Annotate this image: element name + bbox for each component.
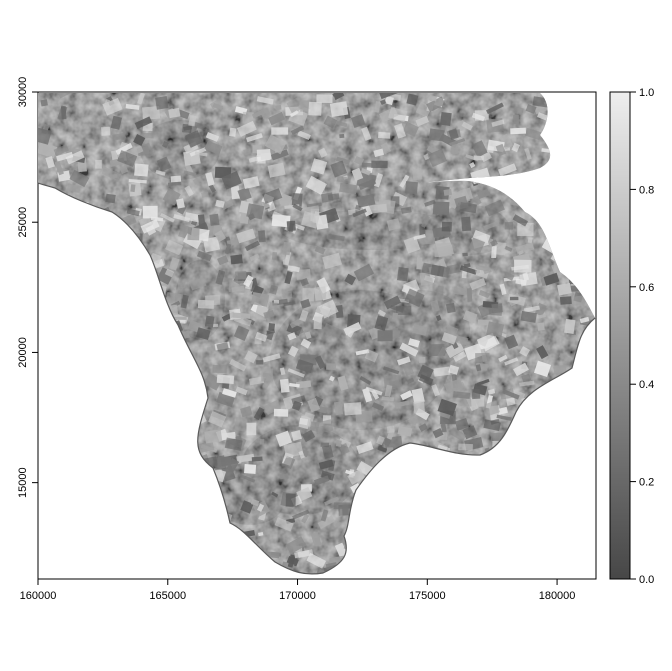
legend-colorbar (609, 91, 631, 580)
x-tick-label: 170000 (279, 590, 316, 602)
y-tick-label: 30000 (17, 77, 29, 108)
x-tick-label: 180000 (539, 590, 576, 602)
x-tick-label: 175000 (409, 590, 446, 602)
coastline (37, 182, 596, 575)
x-axis: 160000 165000 170000 175000 180000 (20, 579, 576, 602)
legend-tick-label: 0.2 (639, 477, 654, 489)
legend-ticks: 0.0 0.2 0.4 0.6 0.8 1.0 (630, 87, 654, 586)
x-tick-label: 160000 (20, 590, 57, 602)
x-tick-label: 165000 (149, 590, 186, 602)
legend-tick-label: 0.8 (639, 184, 654, 196)
y-tick-label: 20000 (17, 337, 29, 368)
legend-tick-label: 1.0 (639, 87, 654, 99)
y-axis: 15000 20000 25000 30000 (17, 77, 38, 498)
y-tick-label: 15000 (17, 467, 29, 498)
legend-tick-label: 0.0 (639, 574, 654, 586)
legend-tick-label: 0.4 (639, 379, 654, 391)
legend-tick-label: 0.6 (639, 282, 654, 294)
y-tick-label: 25000 (17, 207, 29, 238)
